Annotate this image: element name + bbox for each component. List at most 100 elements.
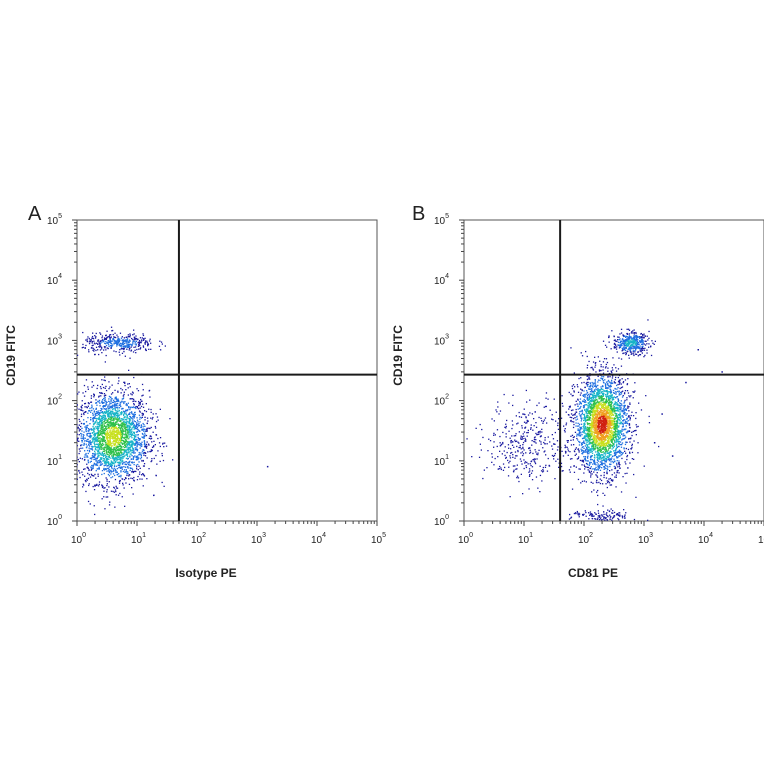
event-dot	[117, 344, 119, 346]
event-dot	[88, 428, 90, 430]
event-dot	[583, 429, 585, 432]
event-dot	[88, 444, 90, 446]
event-dot	[118, 420, 120, 422]
event-dot	[128, 440, 130, 443]
event-dot	[602, 434, 604, 437]
event-dot	[616, 390, 619, 393]
event-dot	[141, 339, 143, 341]
event-dot	[129, 333, 131, 335]
event-dot	[135, 444, 137, 446]
event-dot	[114, 422, 117, 424]
event-dot	[127, 394, 129, 396]
event-dot	[93, 417, 95, 419]
event-dot	[108, 504, 111, 506]
event-dot	[101, 428, 103, 430]
event-dot	[98, 466, 100, 468]
event-dot	[98, 413, 100, 415]
event-dot	[97, 451, 100, 453]
event-dot	[91, 335, 94, 338]
event-dot	[609, 400, 611, 402]
event-dot	[600, 421, 602, 424]
event-dot	[581, 443, 583, 445]
event-dot	[601, 415, 603, 417]
event-dot	[606, 415, 608, 418]
event-dot	[613, 407, 615, 409]
event-dot	[562, 405, 564, 407]
event-dot	[572, 417, 575, 420]
event-dot	[141, 460, 143, 462]
event-dot	[96, 464, 98, 466]
event-dot	[103, 453, 105, 455]
event-dot	[98, 468, 100, 470]
event-dot	[110, 455, 113, 457]
event-dot	[82, 343, 84, 346]
event-dot	[100, 433, 102, 435]
event-dot	[138, 443, 140, 446]
event-dot	[114, 418, 116, 420]
event-dot	[120, 466, 122, 469]
event-dot	[600, 423, 603, 425]
event-dot	[107, 467, 109, 470]
event-dot	[600, 402, 603, 404]
event-dot	[114, 416, 116, 419]
event-dot	[141, 441, 143, 443]
event-dot	[104, 387, 106, 389]
event-dot	[112, 429, 114, 431]
event-dot	[92, 338, 95, 340]
event-dot	[86, 479, 88, 481]
event-dot	[117, 451, 120, 454]
event-dot	[586, 446, 588, 449]
event-dot	[123, 421, 125, 423]
event-dot	[117, 340, 119, 342]
event-dot	[77, 424, 78, 426]
event-dot	[81, 441, 83, 443]
event-dot	[83, 442, 85, 444]
event-dot	[115, 411, 118, 414]
event-dot	[92, 441, 94, 443]
event-dot	[113, 491, 115, 493]
event-dot	[79, 472, 81, 474]
event-dot	[609, 405, 611, 407]
event-dot	[579, 427, 582, 429]
event-dot	[619, 409, 621, 411]
event-dot	[125, 426, 127, 428]
event-dot	[93, 475, 95, 477]
event-dot	[84, 426, 86, 428]
event-dot	[107, 434, 110, 437]
event-dot	[128, 464, 131, 466]
event-dot	[598, 391, 600, 393]
event-dot	[83, 423, 85, 425]
event-dot	[593, 399, 595, 401]
event-dot	[97, 422, 99, 424]
event-dot	[578, 429, 581, 431]
event-dot	[117, 427, 119, 429]
event-dot	[117, 399, 119, 401]
event-dot	[598, 465, 600, 467]
event-dot	[101, 341, 103, 343]
event-dot	[640, 409, 643, 411]
event-dot	[606, 470, 608, 472]
event-dot	[108, 423, 110, 426]
event-dot	[96, 457, 98, 459]
event-dot	[597, 390, 599, 392]
event-dot	[125, 482, 127, 484]
event-dot	[585, 451, 587, 453]
event-dot	[110, 464, 112, 466]
event-dot	[137, 425, 140, 427]
event-dot	[112, 418, 115, 420]
event-dot	[87, 405, 89, 407]
event-dot	[589, 467, 591, 470]
event-dot	[607, 435, 609, 437]
event-dot	[596, 393, 598, 395]
event-dot	[101, 486, 104, 489]
event-dot	[139, 403, 141, 406]
event-dot	[574, 414, 576, 416]
event-dot	[114, 340, 116, 342]
event-dot	[93, 396, 95, 398]
event-dot	[597, 393, 599, 395]
event-dot	[109, 401, 111, 403]
event-dot	[87, 462, 90, 464]
event-dot	[92, 337, 94, 339]
event-dot	[588, 471, 591, 473]
event-dot	[110, 447, 112, 449]
